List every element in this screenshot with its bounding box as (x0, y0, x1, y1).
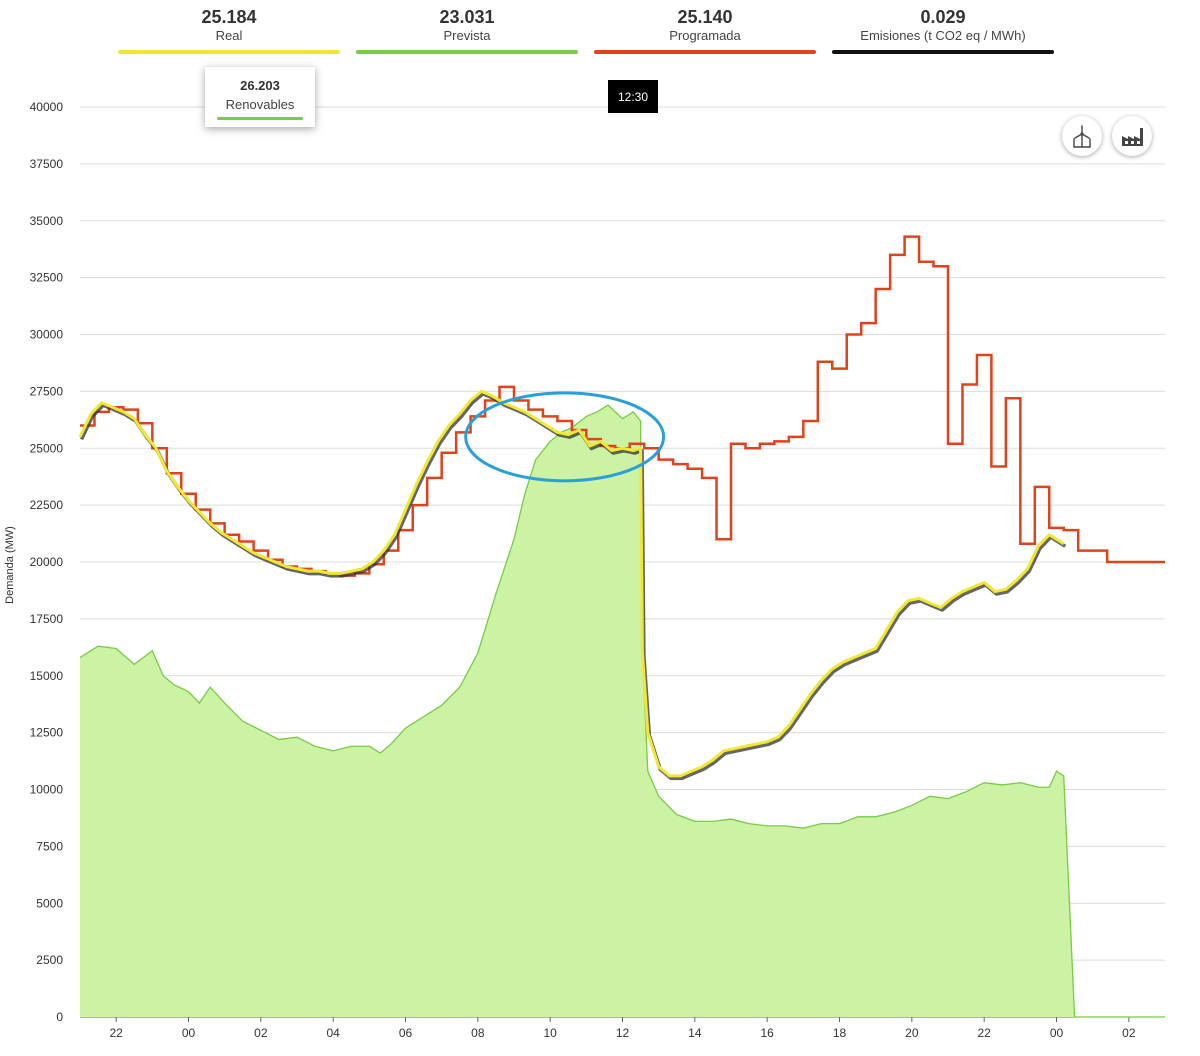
y-axis: 0 2500 5000 7500 10000 12500 15000 17500 20000 22… (30, 100, 64, 1024)
summary-programada-color-bar (594, 50, 816, 54)
summary-emisiones-value: 0.029 (920, 7, 966, 27)
wind-turbine-button[interactable] (1062, 116, 1102, 156)
y-tick-label: 25000 (30, 441, 64, 455)
factory-button[interactable] (1112, 116, 1152, 156)
summary-real-label: Real (215, 28, 243, 43)
summary-prevista-value: 23.031 (439, 7, 495, 27)
cursor-time-label: 12:30 (608, 80, 658, 113)
x-tick-label: 10 (543, 1026, 557, 1040)
series-real-line (78, 389, 1065, 778)
summary-prevista-label: Prevista (443, 28, 491, 43)
wind-turbine-icon (1073, 125, 1091, 148)
x-tick-label: 00 (182, 1026, 196, 1040)
summary-emisiones-color-bar (832, 50, 1054, 54)
y-tick-label: 32500 (30, 271, 64, 285)
y-tick-label: 40000 (30, 100, 64, 114)
y-tick-label: 37500 (30, 157, 64, 171)
y-tick-label: 27500 (30, 384, 64, 398)
tooltip-label: Renovables (225, 97, 295, 112)
chart-series (78, 235, 1165, 1018)
summary-programada[interactable]: 25.140 Programada (594, 0, 816, 56)
y-tick-label: 30000 (30, 328, 64, 342)
x-tick-label: 22 (977, 1026, 991, 1040)
y-tick-label: 22500 (30, 498, 64, 512)
y-tick-label: 35000 (30, 214, 64, 228)
y-tick-label: 12500 (30, 726, 64, 740)
tooltip-value: 26.203 (240, 78, 280, 93)
highlight-ellipse (464, 391, 666, 483)
y-tick-label: 20000 (30, 555, 64, 569)
x-tick-label: 00 (1050, 1026, 1064, 1040)
summary-real-value: 25.184 (201, 7, 257, 27)
chart-overlay (464, 391, 666, 483)
summary-emisiones[interactable]: 0.029 Emisiones (t CO2 eq / MWh) (832, 0, 1054, 56)
series-renovables-area (80, 405, 1165, 1017)
x-tick-label: 06 (399, 1026, 413, 1040)
x-tick-label: 12 (616, 1026, 630, 1040)
summary-real[interactable]: 25.184 Real (118, 0, 340, 56)
x-tick-label: 04 (326, 1026, 340, 1040)
y-tick-label: 7500 (36, 839, 63, 853)
summary-programada-label: Programada (669, 28, 741, 43)
y-tick-label: 10000 (30, 783, 64, 797)
x-tick-label: 02 (1122, 1026, 1136, 1040)
summary-programada-value: 25.140 (677, 7, 733, 27)
x-tick-label: 14 (688, 1026, 702, 1040)
x-tick-label: 02 (254, 1026, 268, 1040)
summary-prevista-color-bar (356, 50, 578, 54)
tooltip-color-bar (217, 117, 303, 120)
summary-prevista[interactable]: 23.031 Prevista (356, 0, 578, 56)
x-tick-label: 16 (760, 1026, 774, 1040)
y-tick-label: 0 (56, 1010, 63, 1024)
y-tick-label: 5000 (36, 896, 63, 910)
summary-emisiones-label: Emisiones (t CO2 eq / MWh) (860, 28, 1026, 43)
y-tick-label: 15000 (30, 669, 64, 683)
y-tick-label: 17500 (30, 612, 64, 626)
y-tick-label: 2500 (36, 953, 63, 967)
factory-icon (1122, 128, 1143, 146)
x-tick-label: 08 (471, 1026, 485, 1040)
summary-real-color-bar (118, 50, 340, 54)
series-renovables-line (79, 404, 1165, 1018)
y-axis-label: Demanda (MW) (4, 526, 16, 604)
x-tick-label: 18 (833, 1026, 847, 1040)
renovables-tooltip: 26.203 Renovables (205, 67, 315, 127)
x-tick-label: 20 (905, 1026, 919, 1040)
x-tick-label: 22 (109, 1026, 123, 1040)
x-axis: 22 00 02 04 06 08 10 12 14 16 18 20 22 00 02 (80, 1016, 1165, 1040)
